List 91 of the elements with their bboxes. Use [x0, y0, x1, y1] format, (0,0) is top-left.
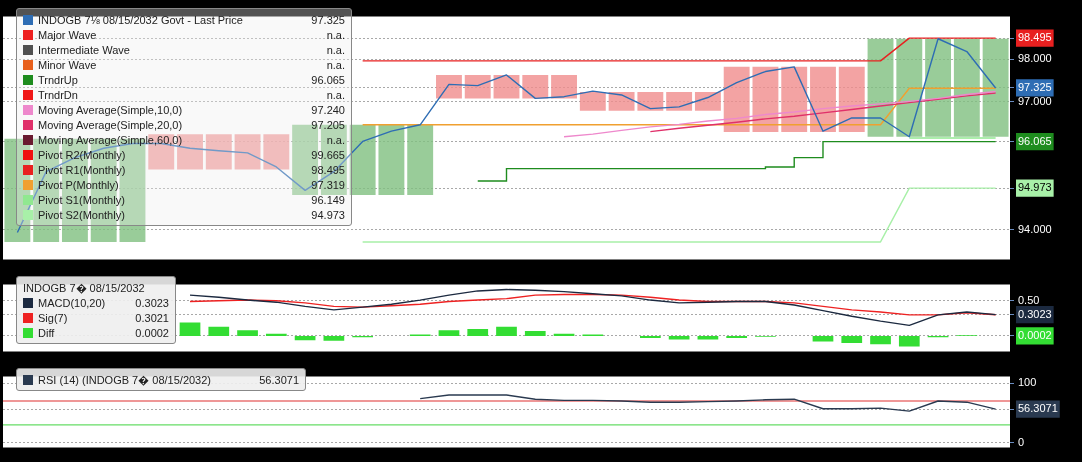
legend-label: Diff — [38, 326, 56, 339]
legend-label: Moving Average(Simple,20,0) — [38, 118, 184, 131]
bar — [608, 92, 635, 111]
legend-label: Pivot R2(Monthly) — [38, 148, 127, 161]
bar — [812, 335, 834, 342]
y-tick-label: 0 — [1018, 435, 1025, 448]
y-tick-label: 97.325 — [1018, 80, 1052, 93]
legend-label: Sig(7) — [38, 311, 69, 324]
bar — [752, 66, 779, 133]
bar — [323, 335, 345, 341]
bar — [205, 134, 232, 170]
legend-label: MACD(10,20) — [38, 296, 107, 309]
bar — [438, 330, 460, 336]
annotation: 0.3021 — [135, 311, 169, 324]
annotation: 97.240 — [311, 103, 345, 116]
annotation: n.a. — [326, 43, 345, 56]
y-tick-label: 94.000 — [1018, 222, 1052, 235]
bar — [726, 335, 748, 339]
bar — [208, 326, 230, 336]
y-tick-label: 0.0002 — [1018, 328, 1052, 341]
legend-label: RSI (14) (INDOGB 7� 08/15/2032) — [38, 373, 212, 387]
bar — [781, 66, 808, 133]
bar — [436, 74, 462, 99]
bar — [838, 66, 865, 133]
legend-label: TrndrUp — [38, 73, 79, 86]
bar — [982, 38, 1009, 137]
legend-label: Major Wave — [38, 28, 98, 41]
y-tick-label: 97.000 — [1018, 94, 1052, 107]
bar — [524, 331, 546, 336]
annotation: 56.3071 — [259, 373, 299, 386]
bar — [551, 74, 577, 99]
y-tick-label: 0.50 — [1018, 293, 1040, 306]
annotation: 94.973 — [311, 208, 345, 221]
bar — [870, 335, 891, 345]
bar — [179, 322, 201, 336]
bar — [263, 134, 290, 170]
bar — [464, 74, 491, 99]
bar — [522, 74, 549, 99]
legend-label: Pivot P(Monthly) — [38, 178, 120, 191]
legend-label: Minor Wave — [38, 58, 98, 71]
annotation: n.a. — [326, 133, 345, 146]
annotation: 97.205 — [311, 118, 345, 131]
bar — [467, 328, 489, 336]
bar — [694, 92, 721, 111]
legend-label: Intermediate Wave — [38, 43, 131, 56]
annotation: 99.665 — [311, 148, 345, 161]
bar — [896, 38, 923, 137]
bar — [407, 124, 434, 196]
y-tick-label: 100 — [1018, 376, 1037, 389]
bar — [237, 330, 258, 336]
annotation: 96.065 — [311, 73, 345, 86]
legend-label: TrndrDn — [38, 88, 79, 101]
y-tick-label: 98.495 — [1018, 31, 1052, 44]
bar — [349, 124, 376, 196]
bar — [378, 124, 405, 196]
legend-label: INDOGB 7⅛ 08/15/2032 Govt - Last Price — [38, 13, 244, 26]
legend-label: Moving Average(Simple,60,0) — [38, 133, 184, 146]
annotation: 0.3023 — [135, 296, 169, 309]
y-tick-label: 0.3023 — [1018, 307, 1052, 320]
bar — [496, 326, 517, 336]
bar — [841, 335, 863, 343]
bar — [723, 66, 750, 133]
legend-label: Pivot S2(Monthly) — [38, 208, 126, 221]
legend-title: INDOGB 7� 08/15/2032 — [23, 281, 146, 295]
bar — [637, 92, 664, 111]
bar — [579, 92, 606, 111]
y-tick-label: 96.065 — [1018, 134, 1052, 147]
bar — [640, 335, 661, 339]
bar — [898, 335, 920, 347]
y-tick-label: 98.000 — [1018, 52, 1052, 65]
bar — [953, 38, 980, 137]
legend-label: Moving Average(Simple,10,0) — [38, 103, 184, 116]
bar — [294, 335, 316, 341]
legend-label: Pivot R1(Monthly) — [38, 163, 127, 176]
annotation: n.a. — [326, 88, 345, 101]
annotation: 97.319 — [311, 178, 345, 191]
annotation: 96.149 — [311, 193, 345, 206]
bar — [925, 38, 952, 137]
y-tick-label: 56.3071 — [1018, 402, 1058, 415]
bar — [234, 134, 261, 170]
bar — [666, 92, 693, 111]
annotation: 0.0002 — [135, 326, 169, 339]
annotation: n.a. — [326, 58, 345, 71]
annotation: 98.495 — [311, 163, 345, 176]
annotation: n.a. — [326, 28, 345, 41]
y-tick-label: 94.973 — [1018, 181, 1052, 194]
bar — [553, 333, 575, 336]
annotation: 97.325 — [311, 13, 345, 26]
legend-label: Pivot S1(Monthly) — [38, 193, 126, 206]
bar — [265, 333, 287, 336]
bar — [810, 66, 836, 133]
